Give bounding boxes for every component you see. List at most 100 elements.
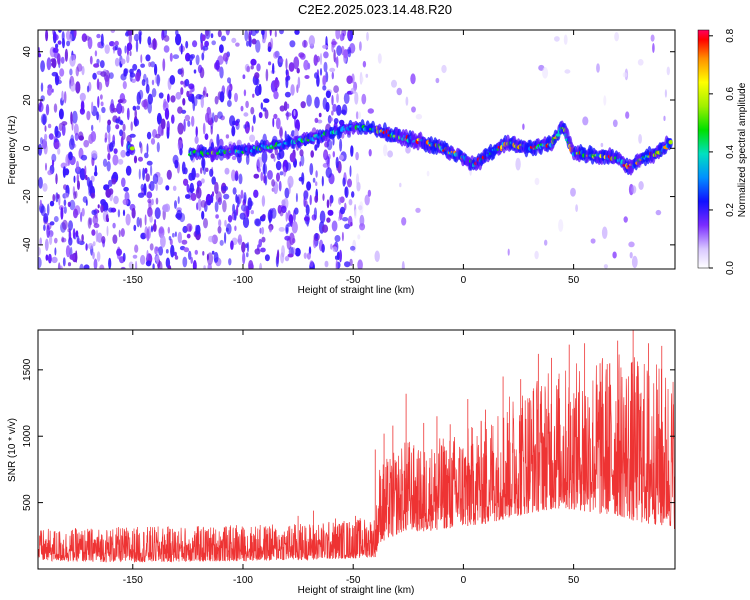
spectrogram-noise-blob bbox=[58, 122, 63, 132]
spectrogram-noise-blob bbox=[261, 226, 265, 235]
spectrogram-noise-blob bbox=[38, 246, 41, 256]
spectrogram-noise-blob bbox=[253, 173, 260, 179]
spectrogram-noise-blob bbox=[44, 133, 48, 141]
spectrogram-noise-blob bbox=[115, 118, 120, 124]
spectrogram-noise-blob bbox=[156, 142, 160, 153]
spectrogram-noise-blob bbox=[43, 213, 49, 223]
spectrogram-noise-blob bbox=[236, 118, 241, 124]
spectrogram-noise-blob bbox=[91, 124, 94, 132]
spectrogram-noise-blob bbox=[522, 123, 525, 130]
spectrogram-noise-blob bbox=[303, 59, 309, 71]
spectrogram-noise-blob bbox=[150, 164, 153, 176]
x-tick-label: -50 bbox=[346, 575, 361, 586]
spectrogram-noise-blob bbox=[224, 167, 230, 175]
spectrogram-noise-blob bbox=[415, 113, 423, 120]
spectrogram-noise-blob bbox=[73, 208, 78, 219]
spectrogram-noise-blob bbox=[209, 168, 214, 177]
spectrogram-noise-blob bbox=[314, 144, 318, 151]
spectrogram-noise-blob bbox=[315, 181, 318, 186]
spectrogram-noise-blob bbox=[94, 50, 98, 57]
spectrogram-noise-blob bbox=[44, 238, 49, 251]
spectrogram-noise-blob bbox=[314, 232, 319, 240]
spectrogram-noise-blob bbox=[339, 206, 346, 215]
spectrogram-noise-blob bbox=[191, 115, 195, 127]
spectrogram-noise-blob bbox=[590, 238, 596, 244]
spectrogram-noise-blob bbox=[149, 243, 154, 251]
spectrogram-noise-blob bbox=[355, 151, 359, 161]
spectrogram-noise-blob bbox=[172, 54, 180, 60]
spectrogram-noise-blob bbox=[140, 254, 146, 265]
spectrogram-noise-blob bbox=[49, 221, 55, 226]
spectrogram-noise-blob bbox=[221, 185, 229, 191]
snr-y-ticks: 500 1000 1500 bbox=[22, 358, 675, 511]
spectrogram-noise-blob bbox=[53, 216, 59, 223]
spectrogram-noise-blob bbox=[118, 229, 121, 238]
spectrogram-noise-blob bbox=[139, 141, 142, 149]
spectrogram-noise-blob bbox=[70, 111, 73, 125]
spectrogram-noise-blob bbox=[91, 229, 96, 236]
spectrogram-noise-blob bbox=[309, 163, 314, 176]
snr-y-axis-label: SNR (10 * v/v) bbox=[7, 418, 18, 482]
spectrogram-noise-blob bbox=[308, 35, 315, 47]
spectrogram-noise-blob bbox=[106, 123, 111, 134]
spectrogram-noise-blob bbox=[336, 45, 342, 56]
spectrogram-noise-blob bbox=[194, 249, 198, 255]
spectrogram-noise-blob bbox=[144, 152, 149, 159]
spectrogram-noise-blob bbox=[270, 153, 275, 159]
spectrogram-noise-blob bbox=[300, 154, 305, 167]
spectrogram-noise-blob bbox=[106, 225, 109, 237]
spectrogram-noise-blob bbox=[51, 88, 54, 93]
spectrogram-noise-blob bbox=[173, 251, 177, 257]
spectrogram-noise-blob bbox=[46, 203, 50, 216]
x-tick-label: -100 bbox=[233, 275, 253, 286]
spectrogram-noise-blob bbox=[279, 171, 284, 176]
spectrogram-noise-blob bbox=[358, 205, 363, 211]
spectrogram-noise-blob bbox=[69, 254, 76, 261]
y-tick-label: -20 bbox=[22, 189, 33, 204]
spectrogram-noise-blob bbox=[314, 72, 319, 79]
spectrogram-noise-blob bbox=[300, 101, 306, 109]
spectrogram-noise-blob bbox=[322, 44, 329, 49]
spectrogram-noise-blob bbox=[202, 159, 205, 171]
spectrogram-noise-blob bbox=[441, 64, 447, 74]
spectrogram-noise-blob bbox=[155, 133, 161, 139]
spectrogram-noise-blob bbox=[117, 47, 122, 57]
spectrogram-noise-blob bbox=[204, 40, 210, 48]
spectrogram-noise-blob bbox=[193, 96, 198, 107]
spectrogram-noise-blob bbox=[146, 160, 153, 166]
spectrogram-noise-blob bbox=[86, 85, 90, 93]
spectrogram-noise-blob bbox=[154, 63, 158, 76]
spectrogram-noise-blob bbox=[284, 255, 290, 262]
spectrogram-noise-blob bbox=[177, 196, 180, 205]
spectrogram-noise-blob bbox=[256, 156, 263, 168]
spectrogram-noise-blob bbox=[282, 166, 287, 177]
spectrogram-noise-blob bbox=[296, 67, 300, 74]
spectrogram-noise-blob bbox=[117, 209, 121, 218]
spectrogram-noise-blob bbox=[54, 237, 58, 244]
spectrogram-noise-blob bbox=[130, 121, 133, 131]
spectrogram-noise-blob bbox=[51, 159, 55, 167]
spectrogram-noise-blob bbox=[332, 151, 335, 158]
spectrogram-noise-blob bbox=[275, 117, 281, 130]
spectrogram-noise-blob bbox=[217, 111, 223, 119]
spectrogram-noise-blob bbox=[323, 51, 329, 59]
spectrogram-noise-blob bbox=[294, 30, 300, 35]
spectrogram-noise-blob bbox=[145, 54, 151, 62]
spectrogram-noise-blob bbox=[51, 256, 58, 264]
x-tick-label: 50 bbox=[568, 275, 580, 286]
spectrogram-noise-blob bbox=[215, 59, 220, 71]
spectrogram-noise-blob bbox=[285, 58, 288, 70]
spectrogram-noise-blob bbox=[251, 38, 257, 45]
spectrogram-noise-blob bbox=[214, 95, 219, 105]
spectrogram-noise-blob bbox=[254, 218, 261, 226]
spectrogram-noise-blob bbox=[343, 49, 348, 59]
spectrogram-noise-blob bbox=[188, 83, 195, 90]
spectrogram-noise-blob bbox=[315, 170, 318, 178]
spectrogram-noise-blob bbox=[368, 149, 372, 157]
spectrogram-noise-blob bbox=[243, 124, 247, 129]
snr-x-axis-label: Height of straight line (km) bbox=[298, 585, 415, 596]
spectrogram-noise-blob bbox=[311, 214, 317, 221]
spectrogram-noise-blob bbox=[121, 177, 126, 188]
spectrogram-noise-blob bbox=[112, 234, 118, 244]
spectrogram-noise-blob bbox=[38, 53, 42, 58]
